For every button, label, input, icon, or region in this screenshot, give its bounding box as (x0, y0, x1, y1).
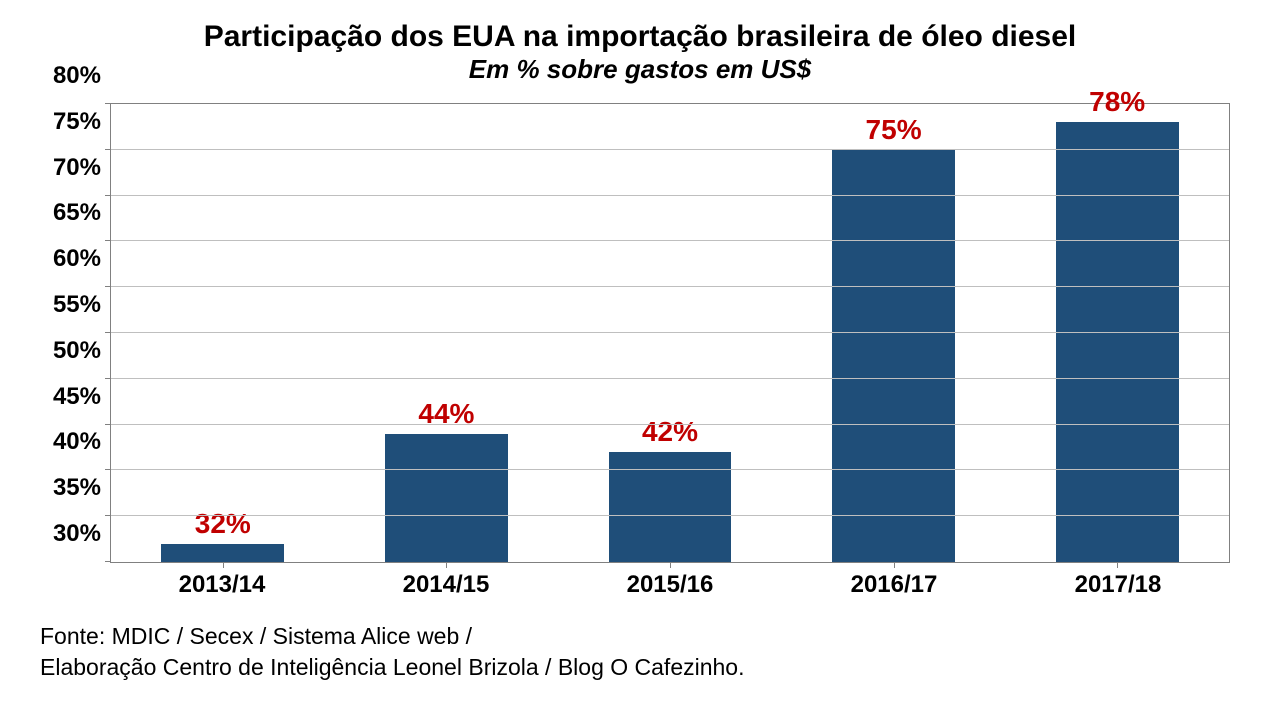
gridline (111, 469, 1229, 470)
x-axis-labels: 2013/142014/152015/162016/172017/18 (110, 563, 1230, 599)
bar: 32% (161, 544, 284, 562)
data-label: 44% (418, 398, 474, 430)
y-tick-mark (105, 378, 111, 379)
x-tick-mark (670, 562, 671, 568)
bar-slot: 42% (558, 104, 782, 562)
y-tick-label: 80% (53, 62, 111, 90)
bar: 78% (1056, 122, 1179, 562)
y-tick-mark (105, 240, 111, 241)
source-line-2: Elaboração Centro de Inteligência Leonel… (40, 652, 1250, 683)
x-tick-slot (782, 562, 1006, 568)
data-label: 42% (642, 416, 698, 448)
x-tick-mark (1117, 562, 1118, 568)
y-tick-label: 70% (53, 154, 111, 182)
chart-title: Participação dos EUA na importação brasi… (30, 20, 1250, 54)
x-axis-label: 2015/16 (558, 563, 782, 599)
x-tick-mark (223, 562, 224, 568)
bar-slot: 44% (335, 104, 559, 562)
y-tick-label: 35% (53, 474, 111, 502)
x-axis-label: 2017/18 (1006, 563, 1230, 599)
chart-subtitle: Em % sobre gastos em US$ (30, 54, 1250, 85)
x-axis-label: 2013/14 (110, 563, 334, 599)
y-tick-mark (105, 561, 111, 562)
gridline (111, 286, 1229, 287)
y-tick-label: 55% (53, 291, 111, 319)
source-text: Fonte: MDIC / Secex / Sistema Alice web … (40, 621, 1250, 683)
y-tick-label: 50% (53, 337, 111, 365)
y-tick-mark (105, 424, 111, 425)
x-tick-slot (1005, 562, 1229, 568)
plot-area: 32%44%42%75%78% 30%35%40%45%50%55%60%65%… (110, 103, 1230, 563)
bar: 75% (832, 150, 955, 562)
x-axis-label: 2016/17 (782, 563, 1006, 599)
gridline (111, 195, 1229, 196)
x-tick-slot (111, 562, 335, 568)
x-tick-slot (335, 562, 559, 568)
y-tick-mark (105, 149, 111, 150)
y-tick-mark (105, 103, 111, 104)
chart-container: Participação dos EUA na importação brasi… (0, 0, 1280, 720)
y-tick-label: 40% (53, 428, 111, 456)
source-line-1: Fonte: MDIC / Secex / Sistema Alice web … (40, 621, 1250, 652)
x-tick-mark (446, 562, 447, 568)
y-tick-label: 65% (53, 199, 111, 227)
data-label: 75% (866, 114, 922, 146)
y-tick-mark (105, 469, 111, 470)
data-label: 32% (195, 508, 251, 540)
y-tick-label: 75% (53, 108, 111, 136)
y-tick-mark (105, 286, 111, 287)
x-tick-mark (894, 562, 895, 568)
x-axis-label: 2014/15 (334, 563, 558, 599)
gridline (111, 149, 1229, 150)
gridline (111, 424, 1229, 425)
bar: 44% (385, 434, 508, 562)
x-tick-row (111, 562, 1229, 568)
gridline (111, 332, 1229, 333)
bar-slot: 32% (111, 104, 335, 562)
y-tick-mark (105, 332, 111, 333)
y-tick-label: 30% (53, 520, 111, 548)
y-tick-mark (105, 515, 111, 516)
data-label: 78% (1089, 86, 1145, 118)
bar-slot: 75% (782, 104, 1006, 562)
y-tick-label: 45% (53, 383, 111, 411)
bar-slot: 78% (1005, 104, 1229, 562)
gridline (111, 515, 1229, 516)
gridline (111, 378, 1229, 379)
gridline (111, 240, 1229, 241)
y-tick-mark (105, 195, 111, 196)
y-tick-label: 60% (53, 245, 111, 273)
x-tick-slot (558, 562, 782, 568)
bars-row: 32% 44% 42% 75% 78% (111, 104, 1229, 562)
